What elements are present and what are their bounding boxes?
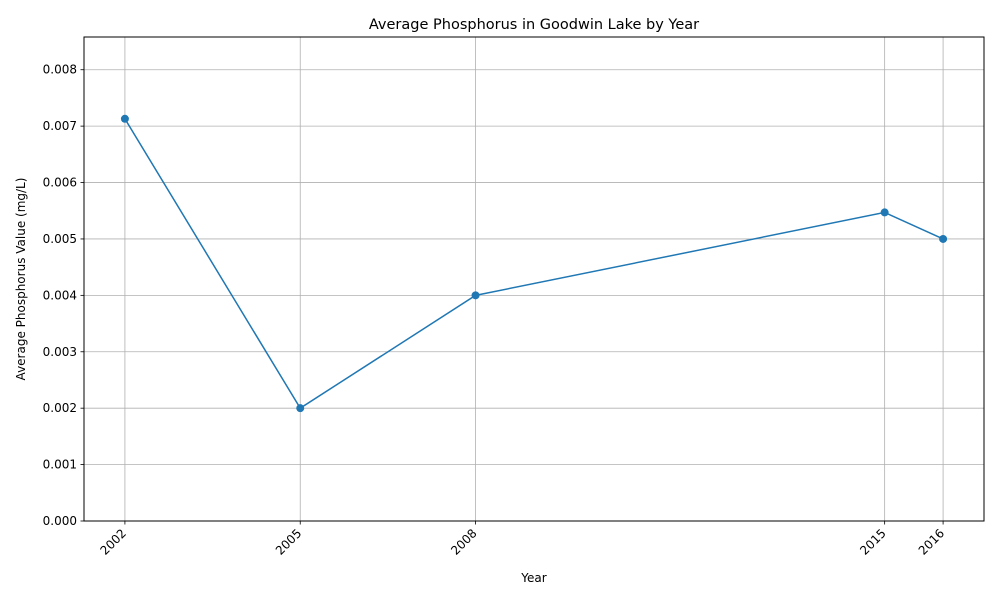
y-tick-label: 0.004 — [43, 288, 77, 302]
grid — [84, 37, 984, 522]
data-point-2008 — [471, 291, 480, 300]
series-group — [120, 114, 948, 413]
y-axis: 0.000 0.001 0.002 0.003 0.004 0.005 0.006 0.007… — [43, 63, 84, 528]
data-point-2005 — [296, 404, 305, 413]
y-tick-label: 0.005 — [43, 232, 77, 246]
data-point-2016 — [939, 234, 948, 243]
y-tick-label: 0.001 — [43, 458, 77, 472]
y-tick-label: 0.008 — [43, 63, 77, 77]
x-axis-label: Year — [520, 571, 546, 585]
y-tick-label: 0.000 — [43, 514, 77, 528]
data-point-2002 — [120, 114, 129, 123]
plot-frame — [83, 36, 985, 522]
chart-title: Average Phosphorus in Goodwin Lake by Ye… — [369, 17, 699, 33]
data-point-2015 — [880, 208, 889, 217]
y-tick-label: 0.007 — [43, 119, 77, 133]
y-tick-label: 0.002 — [43, 401, 77, 415]
y-axis-label: Average Phosphorus Value (mg/L) — [14, 178, 28, 381]
y-tick-label: 0.003 — [43, 345, 77, 359]
y-tick-label: 0.006 — [43, 176, 77, 190]
